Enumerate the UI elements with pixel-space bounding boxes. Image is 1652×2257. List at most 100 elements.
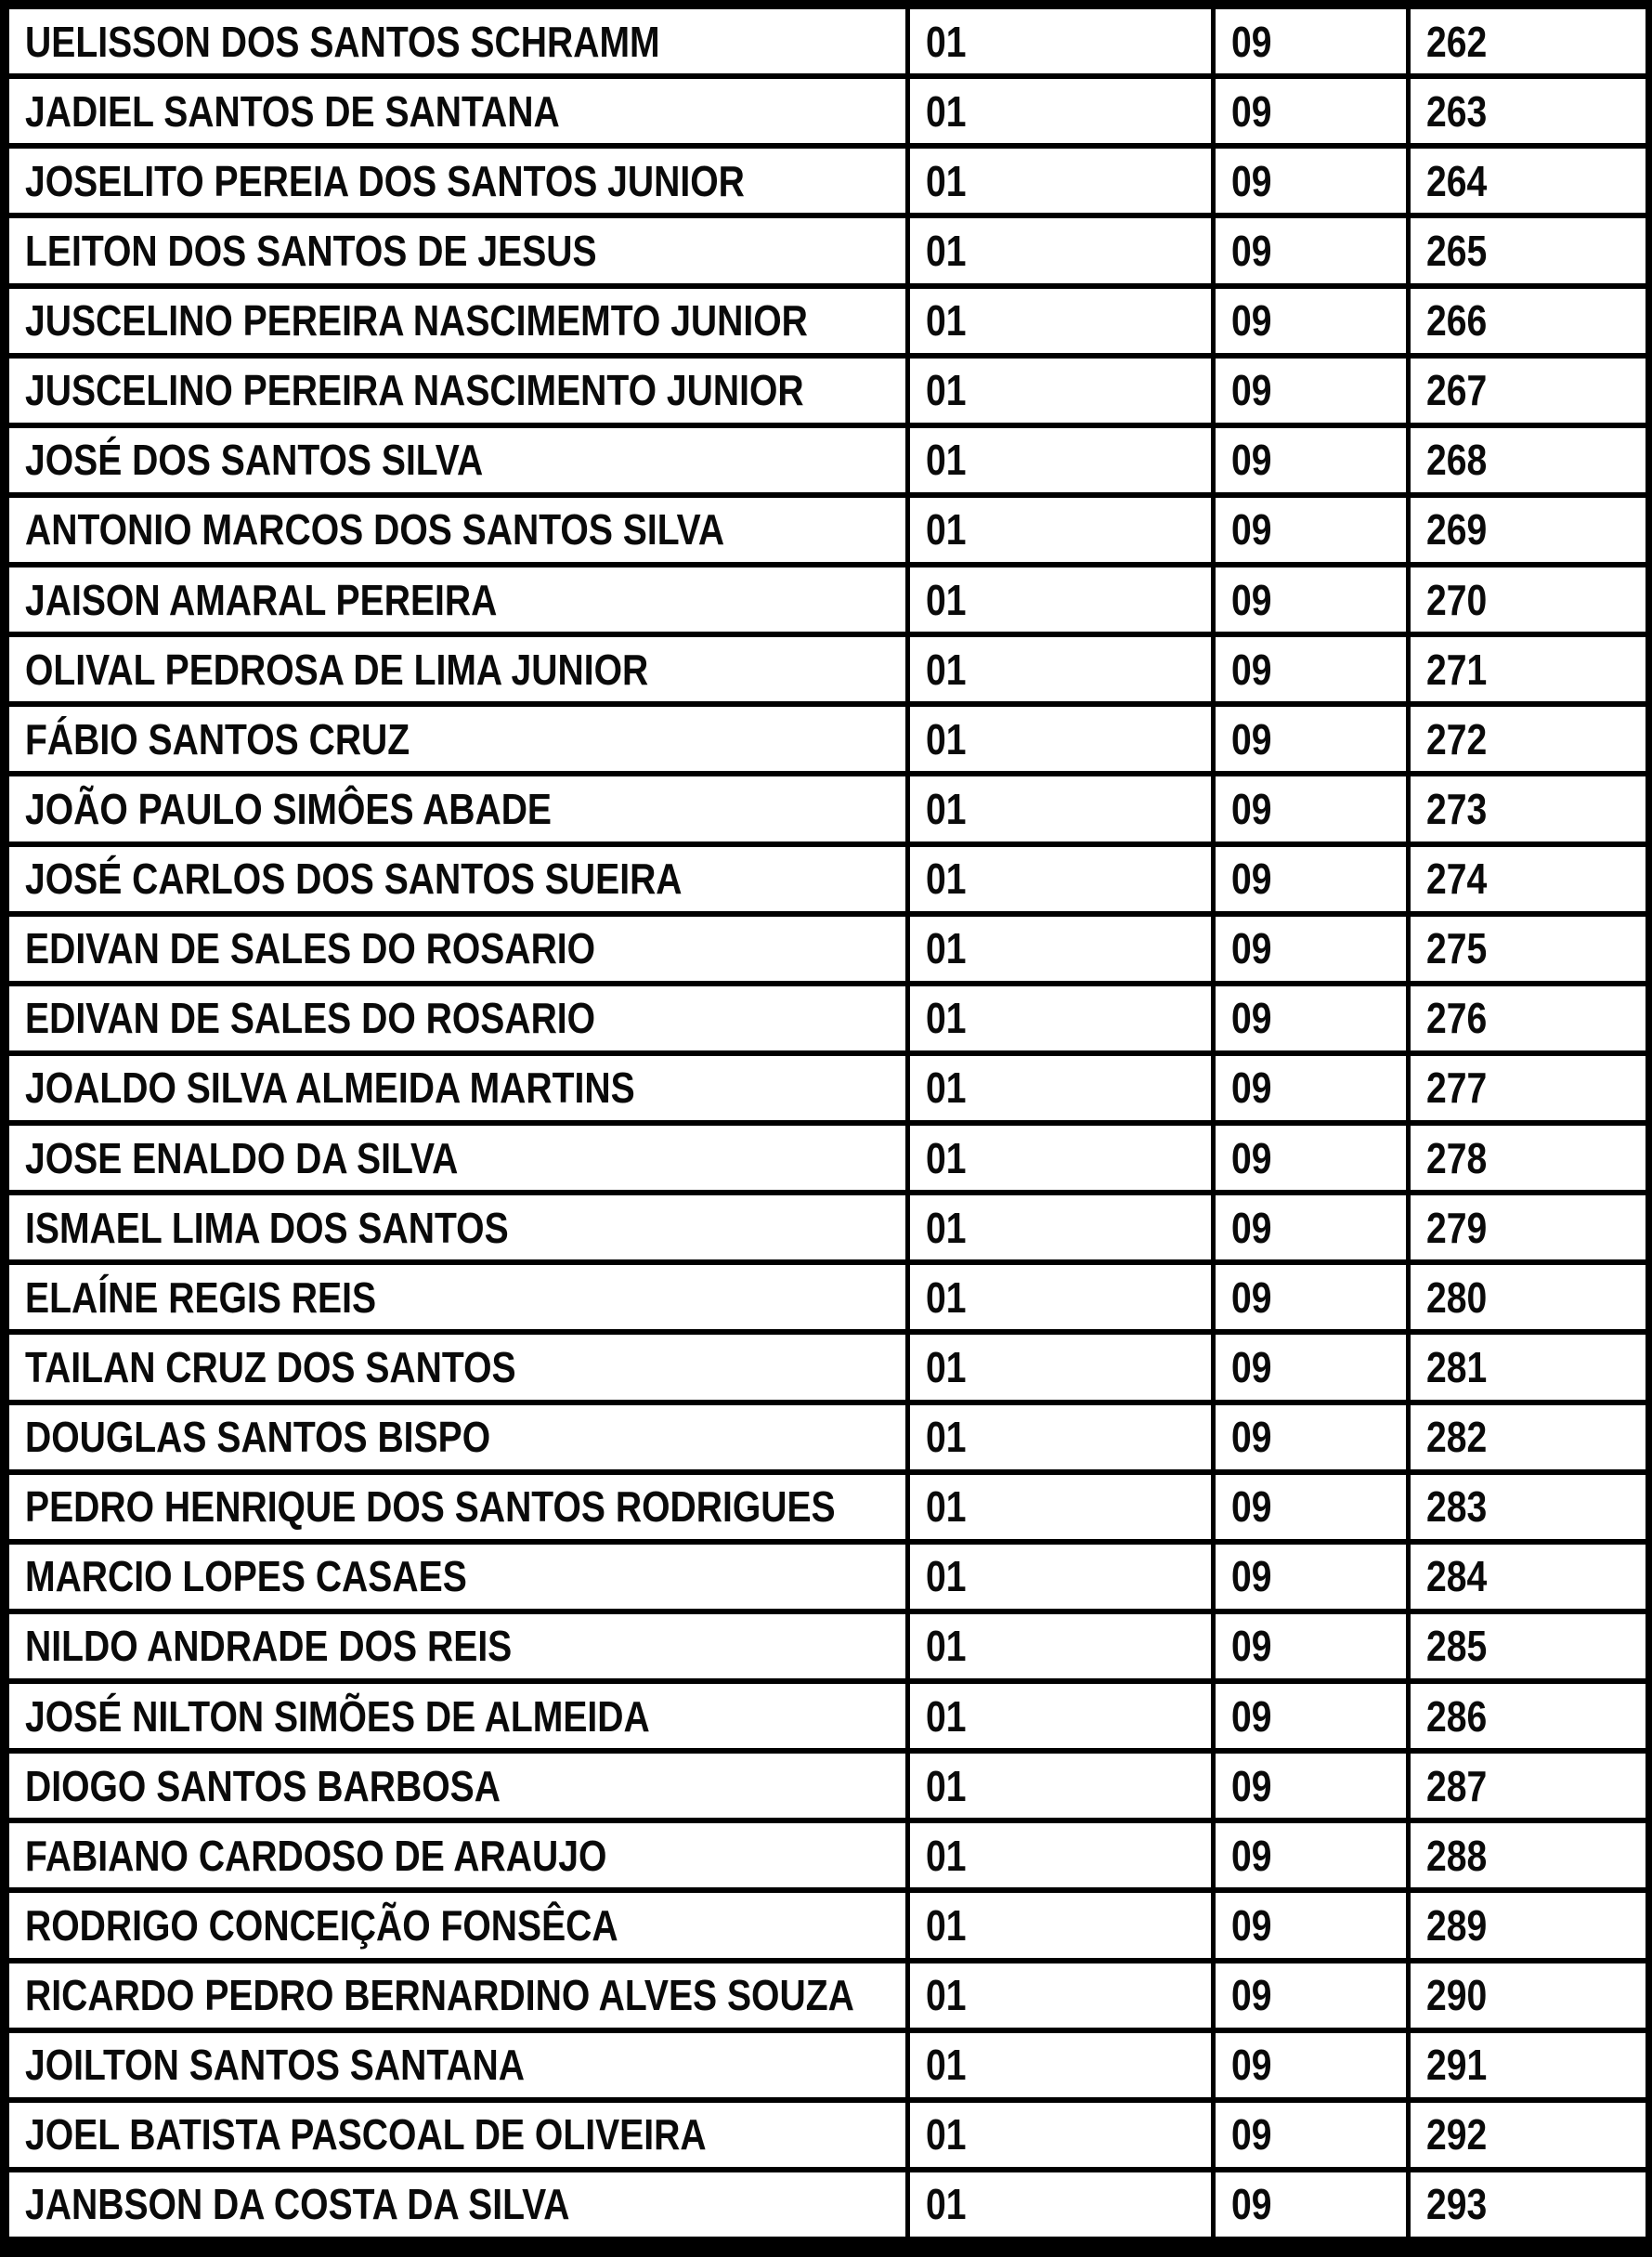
sequence-number: 288 [1426,1831,1488,1880]
code-cell-2: 09 [1216,1265,1406,1330]
code-value-2: 09 [1231,1971,1272,2020]
code-cell-2: 09 [1216,846,1406,911]
code-value-1: 01 [926,714,967,763]
sequence-number: 290 [1426,1971,1488,2020]
candidate-name: RODRIGO CONCEIÇÃO FONSÊCA [25,1900,618,1950]
candidate-name: FÁBIO SANTOS CRUZ [25,714,410,763]
sequence-cell: 279 [1411,1195,1645,1260]
sequence-cell: 278 [1411,1126,1645,1191]
code-value-2: 09 [1231,1622,1272,1671]
candidate-name: JOSÉ CARLOS DOS SANTOS SUEIRA [25,855,683,904]
code-cell-2: 09 [1216,288,1406,353]
code-cell-2: 09 [1216,1404,1406,1469]
sequence-cell: 284 [1411,1544,1645,1609]
sequence-number: 267 [1426,366,1488,415]
code-value-1: 01 [926,2110,967,2159]
sequence-cell: 280 [1411,1265,1645,1330]
candidate-name: ELAÍNE REGIS REIS [25,1272,377,1322]
code-value-2: 09 [1231,156,1272,205]
code-value-2: 09 [1231,1133,1272,1182]
code-cell-1: 01 [910,1265,1211,1330]
candidate-name: RICARDO PEDRO BERNARDINO ALVES SOUZA [25,1971,854,2020]
sequence-cell: 291 [1411,2032,1645,2097]
code-value-1: 01 [926,226,967,275]
code-cell-2: 09 [1216,218,1406,283]
code-value-2: 09 [1231,1552,1272,1601]
name-cell: LEITON DOS SANTOS DE JESUS [9,218,905,283]
sequence-cell: 288 [1411,1823,1645,1888]
name-cell: DOUGLAS SANTOS BISPO [9,1404,905,1469]
code-value-2: 09 [1231,505,1272,554]
name-cell: JOSELITO PEREIA DOS SANTOS JUNIOR [9,149,905,214]
candidate-name: EDIVAN DE SALES DO ROSARIO [25,994,596,1043]
name-cell: JOILTON SANTOS SANTANA [9,2032,905,2097]
code-value-1: 01 [926,1482,967,1532]
code-cell-2: 09 [1216,1335,1406,1400]
name-cell: RODRIGO CONCEIÇÃO FONSÊCA [9,1893,905,1958]
sequence-cell: 285 [1411,1613,1645,1678]
code-cell-2: 09 [1216,916,1406,981]
code-cell-1: 01 [910,1404,1211,1469]
sequence-cell: 266 [1411,288,1645,353]
candidate-name: FABIANO CARDOSO DE ARAUJO [25,1831,607,1880]
code-cell-2: 09 [1216,497,1406,562]
sequence-cell: 286 [1411,1684,1645,1749]
candidate-name: JOILTON SANTOS SANTANA [25,2041,526,2090]
code-cell-1: 01 [910,427,1211,492]
code-value-2: 09 [1231,226,1272,275]
sequence-cell: 270 [1411,568,1645,633]
code-cell-2: 09 [1216,149,1406,214]
sequence-cell: 283 [1411,1474,1645,1539]
code-value-1: 01 [926,855,967,904]
sequence-number: 279 [1426,1203,1488,1252]
sequence-cell: 289 [1411,1893,1645,1958]
code-value-1: 01 [926,994,967,1043]
code-value-2: 09 [1231,994,1272,1043]
code-value-1: 01 [926,1761,967,1810]
sequence-number: 270 [1426,575,1488,624]
name-cell: FABIANO CARDOSO DE ARAUJO [9,1823,905,1888]
name-cell: JOALDO SILVA ALMEIDA MARTINS [9,1055,905,1120]
code-value-2: 09 [1231,924,1272,973]
candidate-name: MARCIO LOPES CASAES [25,1552,467,1601]
code-cell-1: 01 [910,846,1211,911]
name-cell: FÁBIO SANTOS CRUZ [9,707,905,772]
code-value-2: 09 [1231,86,1272,136]
code-value-2: 09 [1231,855,1272,904]
name-cell: PEDRO HENRIQUE DOS SANTOS RODRIGUES [9,1474,905,1539]
sequence-number: 274 [1426,855,1488,904]
name-cell: ANTONIO MARCOS DOS SANTOS SILVA [9,497,905,562]
sequence-cell: 290 [1411,1963,1645,2028]
code-cell-2: 09 [1216,427,1406,492]
code-cell-2: 09 [1216,1126,1406,1191]
sequence-number: 271 [1426,645,1488,694]
sequence-number: 277 [1426,1063,1488,1113]
sequence-cell: 273 [1411,776,1645,841]
code-cell-2: 09 [1216,1195,1406,1260]
code-value-2: 09 [1231,1482,1272,1532]
name-cell: JOEL BATISTA PASCOAL DE OLIVEIRA [9,2102,905,2167]
sequence-number: 286 [1426,1691,1488,1741]
code-cell-1: 01 [910,707,1211,772]
sequence-cell: 269 [1411,497,1645,562]
name-cell: EDIVAN DE SALES DO ROSARIO [9,916,905,981]
name-cell: ELAÍNE REGIS REIS [9,1265,905,1330]
sequence-number: 266 [1426,296,1488,346]
code-value-1: 01 [926,2041,967,2090]
code-value-1: 01 [926,1900,967,1950]
name-cell: JAISON AMARAL PEREIRA [9,568,905,633]
candidate-name: EDIVAN DE SALES DO ROSARIO [25,924,596,973]
name-cell: ISMAEL LIMA DOS SANTOS [9,1195,905,1260]
code-value-2: 09 [1231,1342,1272,1391]
sequence-number: 268 [1426,436,1488,485]
name-cell: JADIEL SANTOS DE SANTANA [9,79,905,144]
candidate-name: JADIEL SANTOS DE SANTANA [25,86,560,136]
sequence-cell: 281 [1411,1335,1645,1400]
code-cell-2: 09 [1216,568,1406,633]
code-cell-1: 01 [910,149,1211,214]
code-cell-1: 01 [910,2172,1211,2237]
candidate-name: DOUGLAS SANTOS BISPO [25,1413,491,1462]
name-cell: JOSÉ NILTON SIMÕES DE ALMEIDA [9,1684,905,1749]
sequence-cell: 268 [1411,427,1645,492]
sequence-cell: 287 [1411,1754,1645,1819]
